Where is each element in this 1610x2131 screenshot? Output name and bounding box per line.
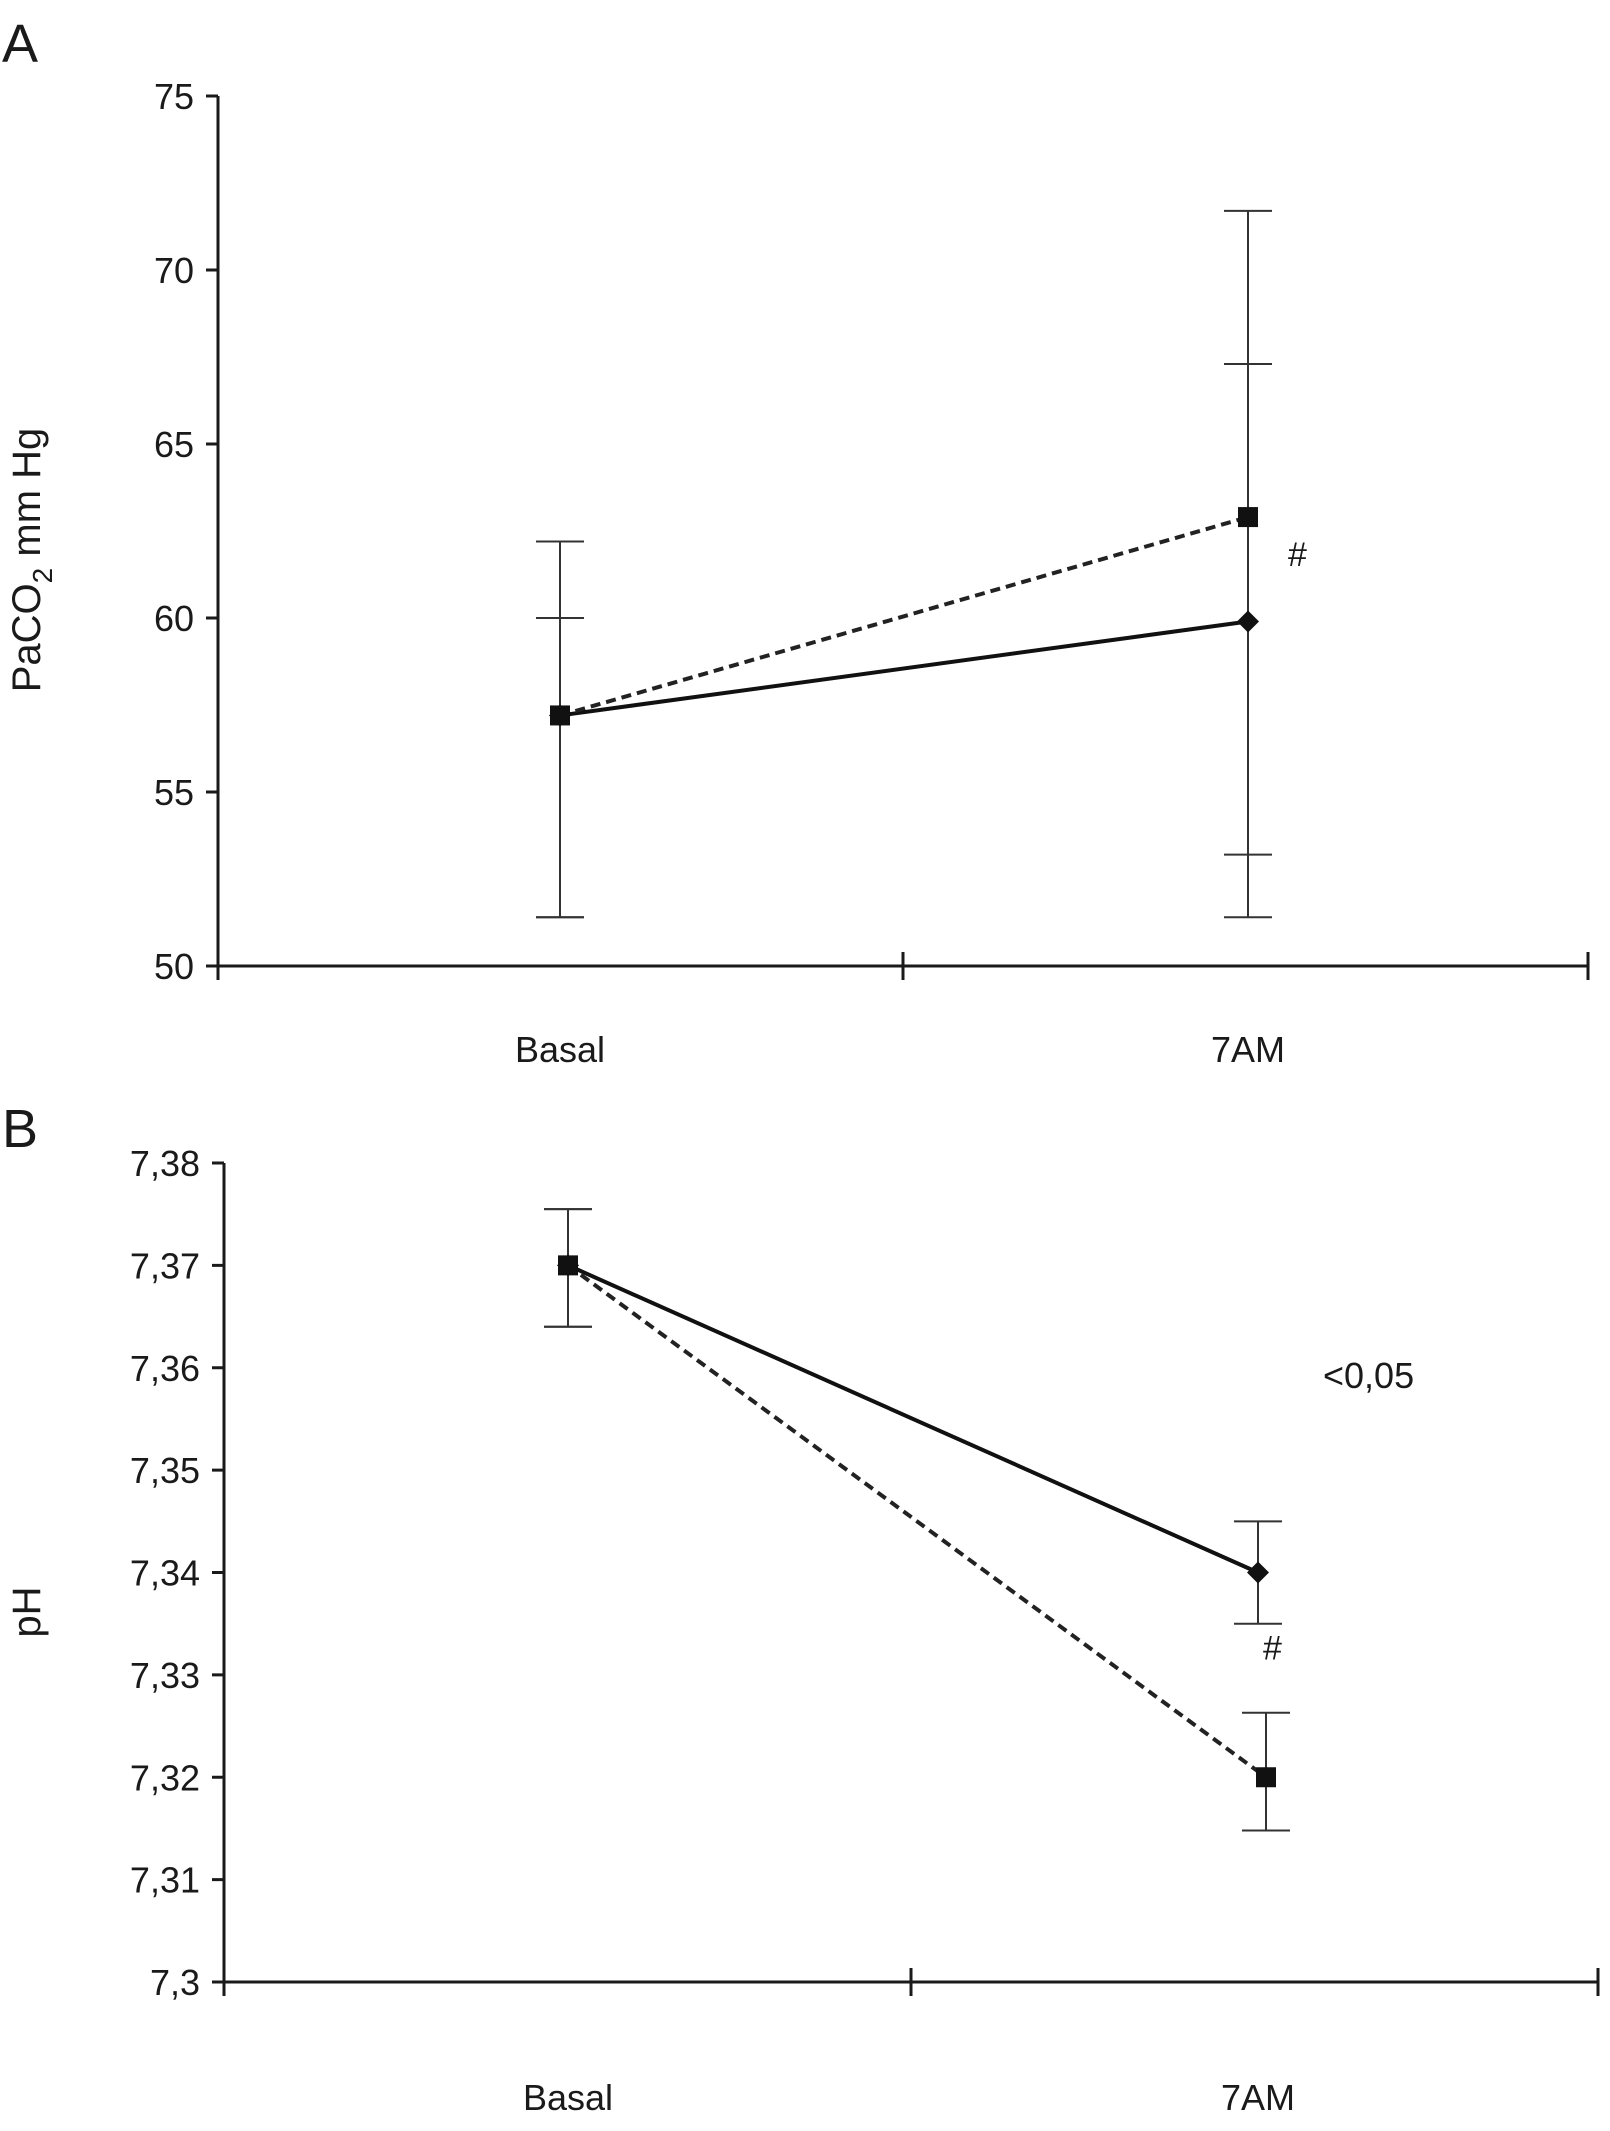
series-line-solid — [559, 619, 1249, 718]
series-line-solid — [567, 1263, 1259, 1575]
y-tick-label: 7,38 — [130, 1143, 200, 1184]
data-point-square — [1238, 507, 1258, 528]
panel-label-b: B — [2, 1099, 38, 1159]
y-tick-label: 7,32 — [130, 1757, 200, 1798]
annotation-label: <0,05 — [1323, 1355, 1414, 1396]
y-tick-label: 7,33 — [130, 1655, 200, 1696]
y-tick-label: 75 — [154, 76, 194, 117]
series-line-dashed — [559, 515, 1249, 718]
annotation-label: # — [1263, 1630, 1282, 1668]
panel-label-a: A — [2, 14, 38, 74]
x-tick-label: 7AM — [1211, 1029, 1285, 1070]
data-point-square — [558, 1255, 578, 1276]
x-tick-label: Basal — [523, 2077, 613, 2118]
y-tick-label: 7,36 — [130, 1348, 200, 1389]
panel-a-chart: A PaCO2 mm Hg 50 55 60 65 70 75 Basal 7AM # — [2, 14, 1590, 1070]
y-axis-label-a: PaCO2 mm Hg — [5, 428, 58, 693]
y-tick-label: 7,35 — [130, 1450, 200, 1491]
y-tick-label: 7,34 — [130, 1553, 200, 1594]
data-point-square — [550, 705, 570, 726]
y-tick-label: 7,3 — [150, 1962, 200, 2003]
data-point-diamond — [1247, 1561, 1269, 1584]
y-tick-label: 50 — [154, 946, 194, 987]
panel-b-chart: B pH 7,3 7,31 7,32 7,33 7,34 7,35 7,36 7,37 7,38… — [2, 1099, 1600, 2118]
data-point-diamond — [1237, 610, 1259, 633]
y-tick-label: 70 — [154, 250, 194, 291]
x-tick-label: 7AM — [1221, 2077, 1295, 2118]
y-tick-label: 7,37 — [130, 1245, 200, 1286]
series-line-dashed — [566, 1263, 1268, 1779]
y-tick-label: 55 — [154, 772, 194, 813]
x-tick-label: Basal — [515, 1029, 605, 1070]
annotation-label: # — [1288, 536, 1307, 574]
y-tick-label: 60 — [154, 598, 194, 639]
y-tick-label: 7,31 — [130, 1860, 200, 1901]
y-tick-label: 65 — [154, 424, 194, 465]
data-point-square — [1256, 1767, 1276, 1788]
y-axis-label-b: pH — [5, 1586, 49, 1637]
